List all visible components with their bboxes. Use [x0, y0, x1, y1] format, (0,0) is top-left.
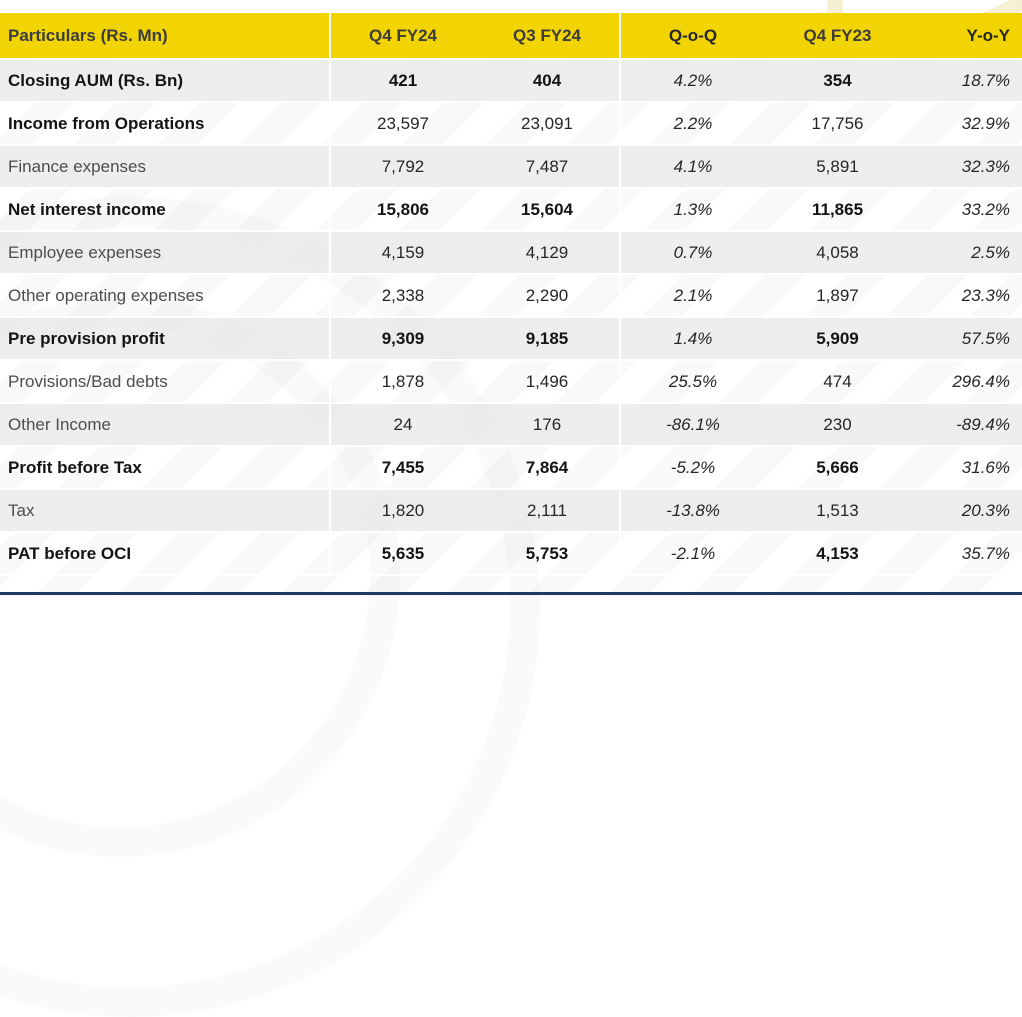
header-yoy: Y-o-Y [910, 13, 1022, 60]
row-label: Net interest income [0, 188, 330, 232]
cell-yoy: 23.3% [910, 274, 1022, 318]
cell-qoq: 0.7% [619, 231, 765, 275]
header-particulars: Particulars (Rs. Mn) [0, 13, 330, 60]
cell-qoq: 2.2% [619, 102, 765, 146]
row-label: Finance expenses [0, 145, 330, 189]
cell-q3fy24: 9,185 [475, 317, 620, 361]
cell-q4fy24: 1,878 [329, 360, 475, 404]
table-row: Employee expenses 4,159 4,129 0.7% 4,058… [0, 231, 1022, 275]
row-label: Income from Operations [0, 102, 330, 146]
cell-q3fy24: 15,604 [475, 188, 620, 232]
row-label: Other operating expenses [0, 274, 330, 318]
row-label: Pre provision profit [0, 317, 330, 361]
table-row: Income from Operations 23,597 23,091 2.2… [0, 102, 1022, 146]
row-label: Closing AUM (Rs. Bn) [0, 59, 330, 103]
cell-qoq: -5.2% [619, 446, 765, 490]
cell-q4fy23: 4,058 [765, 231, 910, 275]
cell-yoy: 35.7% [910, 532, 1022, 576]
cell-q4fy24: 7,792 [329, 145, 475, 189]
cell-q4fy23: 5,909 [765, 317, 910, 361]
cell-q3fy24: 7,487 [475, 145, 620, 189]
cell-qoq: -13.8% [619, 489, 765, 533]
cell-q4fy23: 1,897 [765, 274, 910, 318]
header-q4fy23: Q4 FY23 [765, 13, 910, 60]
cell-q3fy24: 2,111 [475, 489, 620, 533]
header-q3fy24: Q3 FY24 [475, 13, 620, 60]
table-row: Other Income 24 176 -86.1% 230 -89.4% [0, 403, 1022, 447]
cell-q3fy24: 2,290 [475, 274, 620, 318]
cell-q4fy23: 474 [765, 360, 910, 404]
cell-yoy: 18.7% [910, 59, 1022, 103]
cell-q3fy24: 7,864 [475, 446, 620, 490]
table-row: Closing AUM (Rs. Bn) 421 404 4.2% 354 18… [0, 59, 1022, 103]
table-row: Provisions/Bad debts 1,878 1,496 25.5% 4… [0, 360, 1022, 404]
cell-q4fy23: 11,865 [765, 188, 910, 232]
table-header-row: Particulars (Rs. Mn) Q4 FY24 Q3 FY24 Q-o… [0, 13, 1022, 60]
cell-q4fy24: 421 [329, 59, 475, 103]
quarterly-results-table: Particulars (Rs. Mn) Q4 FY24 Q3 FY24 Q-o… [0, 13, 1022, 576]
table-row: PAT before OCI 5,635 5,753 -2.1% 4,153 3… [0, 532, 1022, 576]
cell-qoq: 1.3% [619, 188, 765, 232]
cell-yoy: 2.5% [910, 231, 1022, 275]
cell-yoy: 31.6% [910, 446, 1022, 490]
cell-q3fy24: 23,091 [475, 102, 620, 146]
cell-q4fy23: 354 [765, 59, 910, 103]
cell-q3fy24: 1,496 [475, 360, 620, 404]
cell-q4fy24: 23,597 [329, 102, 475, 146]
row-label: Tax [0, 489, 330, 533]
bottom-accent-line [0, 592, 1022, 595]
cell-qoq: -86.1% [619, 403, 765, 447]
cell-q4fy24: 15,806 [329, 188, 475, 232]
cell-q4fy24: 24 [329, 403, 475, 447]
row-label: Provisions/Bad debts [0, 360, 330, 404]
cell-q3fy24: 404 [475, 59, 620, 103]
table-row: Other operating expenses 2,338 2,290 2.1… [0, 274, 1022, 318]
table-row: Tax 1,820 2,111 -13.8% 1,513 20.3% [0, 489, 1022, 533]
cell-yoy: 20.3% [910, 489, 1022, 533]
cell-q4fy24: 2,338 [329, 274, 475, 318]
cell-qoq: -2.1% [619, 532, 765, 576]
cell-yoy: 32.9% [910, 102, 1022, 146]
header-qoq: Q-o-Q [619, 13, 765, 60]
cell-yoy: 32.3% [910, 145, 1022, 189]
cell-q4fy23: 5,891 [765, 145, 910, 189]
cell-q3fy24: 5,753 [475, 532, 620, 576]
cell-q3fy24: 4,129 [475, 231, 620, 275]
cell-q4fy23: 230 [765, 403, 910, 447]
cell-q4fy23: 1,513 [765, 489, 910, 533]
row-label: Employee expenses [0, 231, 330, 275]
row-label: PAT before OCI [0, 532, 330, 576]
cell-q4fy24: 4,159 [329, 231, 475, 275]
cell-qoq: 25.5% [619, 360, 765, 404]
cell-qoq: 1.4% [619, 317, 765, 361]
row-label: Other Income [0, 403, 330, 447]
cell-yoy: -89.4% [910, 403, 1022, 447]
cell-q4fy24: 9,309 [329, 317, 475, 361]
table-row: Finance expenses 7,792 7,487 4.1% 5,891 … [0, 145, 1022, 189]
cell-qoq: 4.1% [619, 145, 765, 189]
cell-q4fy24: 1,820 [329, 489, 475, 533]
cell-q4fy24: 7,455 [329, 446, 475, 490]
cell-q4fy23: 17,756 [765, 102, 910, 146]
header-q4fy24: Q4 FY24 [329, 13, 475, 60]
table-row: Net interest income 15,806 15,604 1.3% 1… [0, 188, 1022, 232]
cell-q4fy24: 5,635 [329, 532, 475, 576]
cell-yoy: 57.5% [910, 317, 1022, 361]
cell-q3fy24: 176 [475, 403, 620, 447]
cell-qoq: 2.1% [619, 274, 765, 318]
cell-qoq: 4.2% [619, 59, 765, 103]
cell-q4fy23: 5,666 [765, 446, 910, 490]
cell-yoy: 33.2% [910, 188, 1022, 232]
row-label: Profit before Tax [0, 446, 330, 490]
cell-q4fy23: 4,153 [765, 532, 910, 576]
cell-yoy: 296.4% [910, 360, 1022, 404]
table-row: Pre provision profit 9,309 9,185 1.4% 5,… [0, 317, 1022, 361]
table-row: Profit before Tax 7,455 7,864 -5.2% 5,66… [0, 446, 1022, 490]
